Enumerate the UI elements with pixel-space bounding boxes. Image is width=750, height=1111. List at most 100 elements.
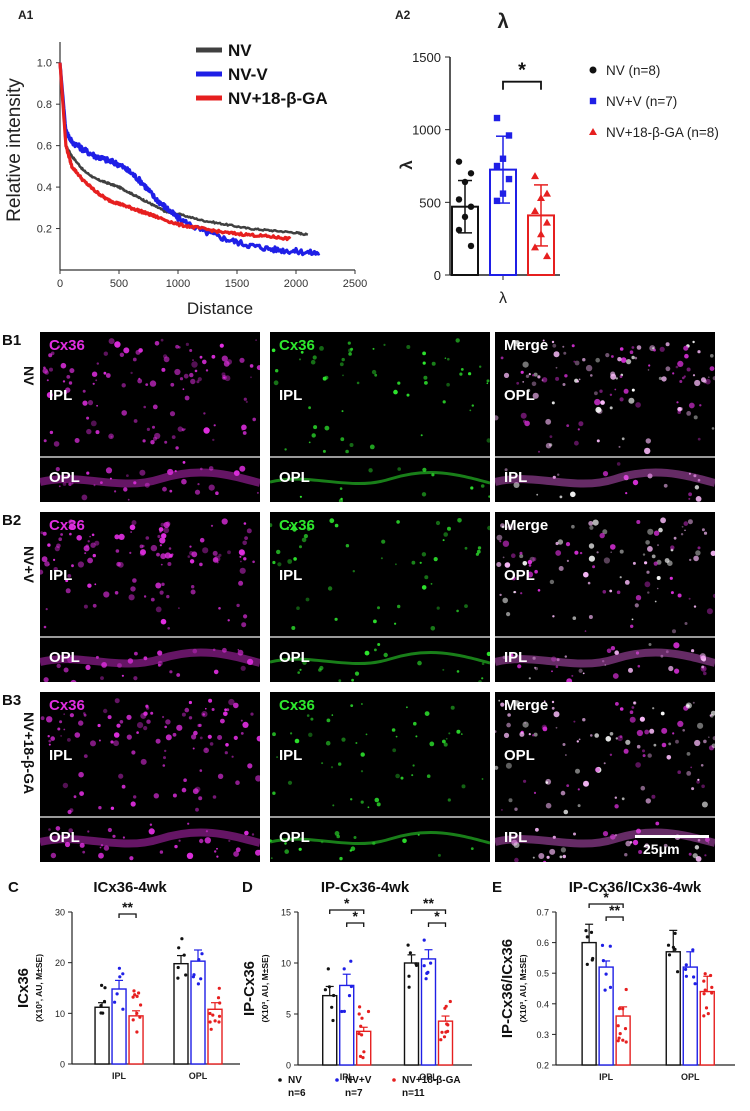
panel_c-data-point xyxy=(196,982,200,986)
a1-y-tick-label: 0.8 xyxy=(37,99,52,111)
panel_c-data-point xyxy=(103,986,107,990)
a1-x-tick-label: 1500 xyxy=(225,278,249,290)
scale-bar-label: 25μm xyxy=(643,841,680,857)
micrograph-puncta xyxy=(495,517,715,682)
a2-data-point xyxy=(493,197,501,205)
panel_e-title: IP-Cx36/ICx36-4wk xyxy=(569,879,702,896)
panel_c-data-point xyxy=(182,953,186,957)
panel_e-data-point xyxy=(692,975,696,979)
micrograph-puncta xyxy=(270,518,490,682)
a1-x-tick-label: 500 xyxy=(110,278,128,290)
panel_d-category-label: OPL xyxy=(419,1072,438,1082)
panel_e-category-label: IPL xyxy=(599,1072,614,1082)
a1-x-tick-label: 2500 xyxy=(343,278,367,290)
a2-x-axis-label: λ xyxy=(499,290,507,307)
panel_c-y-tick-label: 10 xyxy=(55,1009,65,1019)
panel-e-bar-chart: E IP-Cx36/ICx36-4wk IP-Cx36/ICx36 (X10³, AU… xyxy=(492,879,735,1082)
panel_d-bar xyxy=(339,984,355,1066)
channel-label: Cx36 xyxy=(49,517,85,534)
layer-label: IPL xyxy=(504,469,528,486)
panel_d-significance-mark: ** xyxy=(423,895,434,911)
micrograph-panel: Merge OPL IPL xyxy=(495,332,715,502)
a2-data-point xyxy=(531,207,539,215)
a1-axes: 0 500 1000 1500 2000 2500 0.2 0.4 0.6 0.8 1.0 xyxy=(37,42,367,290)
panel_c-data-point xyxy=(199,977,203,981)
panel_d-bar xyxy=(420,958,437,1066)
panel_c-data-point xyxy=(100,983,104,987)
panel_e-data-point xyxy=(666,943,671,947)
panel_e-data-point xyxy=(673,931,677,935)
a1-series-line-3 xyxy=(58,62,292,242)
panel_d-data-point xyxy=(327,985,331,989)
panel_c-y-sublabel: (X10³, AU, M±SE) xyxy=(34,954,44,1022)
panel_d-y-label: IP-Cx36 xyxy=(241,961,258,1016)
panel_e-data-point xyxy=(684,967,688,971)
row-condition-label: NV+V xyxy=(21,546,37,583)
panel_e-data-point xyxy=(676,970,680,974)
a2-legend-label: NV+V (n=7) xyxy=(606,94,677,109)
panel_e-data-point xyxy=(623,1027,628,1031)
panel_c-data-point xyxy=(180,937,184,941)
panel_c-data-point xyxy=(191,975,195,979)
layer-label: IPL xyxy=(504,829,528,846)
panel_d-data-point xyxy=(439,1038,443,1042)
panel_d-data-point xyxy=(407,985,411,989)
layer-label: IPL xyxy=(279,567,303,584)
strip-divider xyxy=(40,636,260,638)
panel_e-label: E xyxy=(492,879,502,896)
panel_c-data-point xyxy=(118,975,122,979)
panel_c-bar xyxy=(173,962,189,1065)
panel-a2-bar-chart: A2 λ λ λ 0 500 1000 1500 * NV (n=8) NV+V (n=7… xyxy=(395,8,719,307)
a2-data-point xyxy=(467,170,475,177)
panel_c-label: C xyxy=(8,879,19,896)
panel_d-data-point xyxy=(349,984,353,989)
panel_e-data-point xyxy=(617,1007,622,1011)
panel_d-data-point xyxy=(326,967,330,971)
panel_c-data-point xyxy=(121,972,125,976)
channel-label: Cx36 xyxy=(279,337,315,354)
a2-y-tick-label: 0 xyxy=(434,268,441,283)
panel_d-data-point xyxy=(342,1009,346,1013)
a2-data-point xyxy=(531,172,539,180)
panel_e-data-point xyxy=(585,962,589,966)
a1-x-tick-label: 2000 xyxy=(284,278,308,290)
panel_e-data-point xyxy=(702,992,706,996)
a1-y-tick-label: 0.4 xyxy=(37,182,52,194)
panel_d-data-point xyxy=(332,993,336,998)
panel_e-data-point xyxy=(600,943,605,947)
a2-data-point xyxy=(461,178,469,186)
a1-series-lines xyxy=(58,62,321,257)
a2-legend-label: NV+18-β-GA (n=8) xyxy=(606,125,719,140)
panel_c-data-point xyxy=(211,1013,215,1017)
panel-a2-label: A2 xyxy=(395,8,411,22)
a2-significance-bracket xyxy=(502,80,542,90)
panel_c-data-point xyxy=(135,1011,139,1015)
panel_e-data-point xyxy=(710,991,714,995)
row-label: B1 xyxy=(2,332,22,349)
panel-a1-line-chart: A1 0 500 1000 1500 2000 2500 0.2 0.4 0.6 0.8 1.0 N… xyxy=(4,8,367,318)
a2-title: λ xyxy=(497,11,508,33)
panel_e-significance-mark: ** xyxy=(609,902,620,918)
panel_c-data-point xyxy=(135,994,139,998)
panel_e-bar xyxy=(682,966,698,1066)
a2-y-tick-label: 500 xyxy=(419,195,441,210)
panel_d-data-point xyxy=(358,1054,363,1058)
bottom-legend-n: n=6 xyxy=(288,1088,306,1099)
layer-label: OPL xyxy=(504,567,535,584)
strip-divider xyxy=(40,456,260,458)
panel_e-bar xyxy=(699,990,715,1066)
panel_c-data-point xyxy=(216,996,221,1000)
panel_c-category-label: OPL xyxy=(189,1071,208,1081)
panel_d-data-point xyxy=(366,1009,371,1014)
panel_c-data-point xyxy=(131,1018,135,1022)
panel_e-category-label: OPL xyxy=(681,1072,700,1082)
panel_d-data-point xyxy=(360,1016,364,1020)
panel_c-data-point xyxy=(117,966,121,970)
panel_e-data-point xyxy=(704,1006,709,1010)
panel_e-data-point xyxy=(616,1039,620,1043)
panel_d-data-point xyxy=(422,964,426,968)
panel_d-data-point xyxy=(362,1050,366,1054)
layer-label: IPL xyxy=(49,747,73,764)
micrograph-puncta xyxy=(495,339,715,502)
row-label: B3 xyxy=(2,692,22,709)
